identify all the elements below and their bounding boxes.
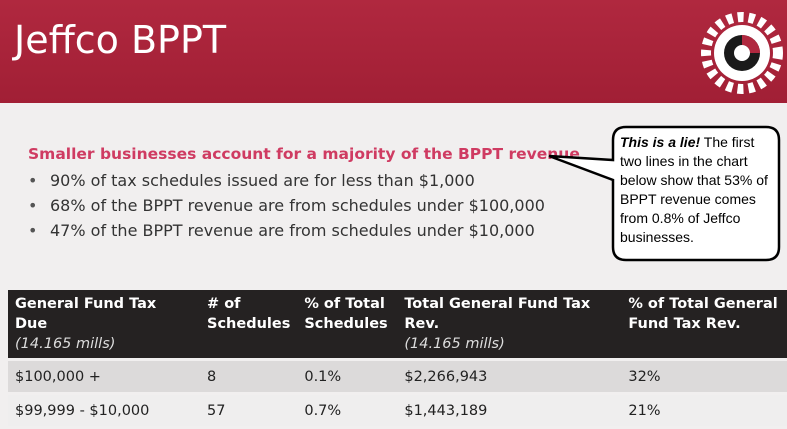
- table-cell: $100,000 +: [8, 361, 200, 392]
- column-note: (14.165 mills): [15, 336, 116, 352]
- table-cell: 57: [200, 395, 298, 426]
- table-cell: $1,443,189: [397, 395, 622, 426]
- column-header: General Fund Tax Due (14.165 mills): [8, 290, 200, 358]
- table-body: $100,000 +8 0.1% $2,266,943 32% $99,999 - $1…: [8, 361, 787, 426]
- gear-logo: [701, 12, 783, 94]
- table-cell: 0.7%: [297, 395, 398, 426]
- slide-title: Jeffco BPPT: [14, 18, 227, 62]
- table-cell: 32%: [621, 361, 787, 392]
- callout-emphasis: This is a lie!: [620, 134, 701, 150]
- table-cell: 21%: [621, 395, 787, 426]
- column-label: # of Schedules: [207, 296, 291, 332]
- column-note: (14.165 mills): [404, 336, 505, 352]
- table-row: $99,999 - $10,000 57 0.7% $1,443,189 21%: [8, 395, 787, 426]
- table-cell: 8: [200, 361, 298, 392]
- callout-text: This is a lie! The first two lines in th…: [620, 133, 770, 247]
- table-cell: 0.1%: [297, 361, 398, 392]
- bullet: 90% of tax schedules issued are for less…: [28, 168, 545, 193]
- table-row: $100,000 +8 0.1% $2,266,943 32%: [8, 361, 787, 392]
- column-header: % of Total General Fund Tax Rev.: [621, 290, 787, 358]
- slide: Jeffco BPPT Smaller businesses account f…: [0, 0, 787, 407]
- bullet-list: 90% of tax schedules issued are for less…: [28, 168, 545, 243]
- column-label: General Fund Tax Due: [15, 296, 157, 332]
- column-header: # of Schedules: [200, 290, 298, 358]
- column-header: % of Total Schedules: [297, 290, 398, 358]
- column-label: % of Total Schedules: [304, 296, 388, 332]
- subtitle: Smaller businesses account for a majorit…: [28, 145, 580, 163]
- revenue-table: General Fund Tax Due (14.165 mills) # of …: [8, 287, 787, 429]
- column-label: % of Total General Fund Tax Rev.: [628, 296, 778, 332]
- bullet: 68% of the BPPT revenue are from schedul…: [28, 193, 545, 218]
- callout-bubble: [548, 125, 781, 262]
- table-cell: $2,266,943: [397, 361, 622, 392]
- header-band: [0, 0, 787, 103]
- table-cell: $99,999 - $10,000: [8, 395, 200, 426]
- column-header: Total General Fund Tax Rev. (14.165 mills…: [397, 290, 622, 358]
- callout-body: The first two lines in the chart below s…: [620, 134, 768, 245]
- column-label: Total General Fund Tax Rev.: [404, 296, 591, 332]
- bullet: 47% of the BPPT revenue are from schedul…: [28, 218, 545, 243]
